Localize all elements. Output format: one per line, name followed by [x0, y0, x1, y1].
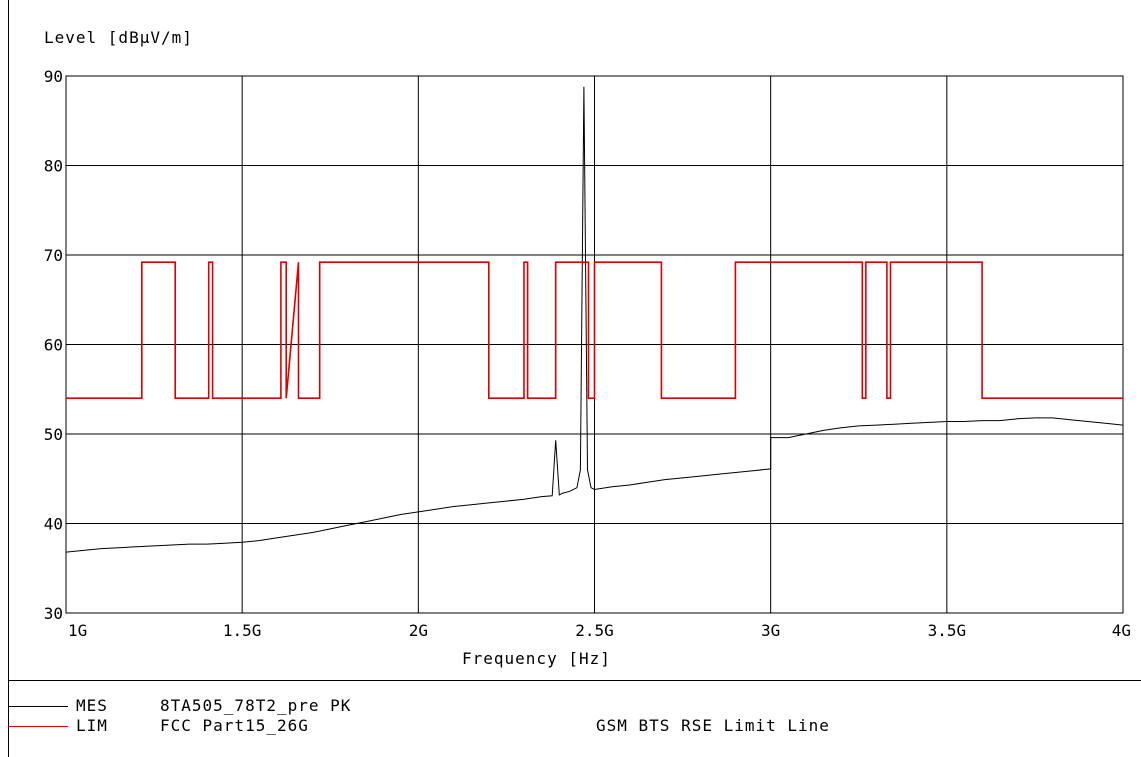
- x-axis-label: Frequency [Hz]: [462, 649, 611, 668]
- x-tick-label-1: 1.5G: [223, 621, 262, 640]
- legend-text-lim: FCC Part15_26G: [160, 716, 309, 735]
- x-tick-label-0: 1G: [68, 621, 87, 640]
- y-tick-label-0: 30: [44, 604, 63, 623]
- legend-key-mes: MES: [76, 696, 108, 715]
- y-tick-label-1: 40: [44, 515, 63, 534]
- legend-text-mes: 8TA505_78T2_pre PK: [160, 696, 352, 715]
- y-tick-label-3: 60: [44, 336, 63, 355]
- x-tick-label-5: 3.5G: [928, 621, 967, 640]
- series-line-mes: [65, 86, 1124, 553]
- x-tick-label-4: 3G: [761, 621, 780, 640]
- y-tick-label-2: 50: [44, 425, 63, 444]
- legend-line-mes: [8, 706, 68, 707]
- legend-line-lim: [8, 726, 68, 727]
- series-line-lim: [66, 261, 1123, 399]
- x-tick-label-6: 4G: [1112, 621, 1131, 640]
- chart-plot: 30 40 50 60 70 80 90 1G 1.5G 2G 2.5G 3G 3.5G 4G: [44, 67, 1131, 640]
- legend-divider: [8, 680, 1141, 681]
- y-tick-label-5: 80: [44, 157, 63, 176]
- x-tick-label-3: 2.5G: [575, 621, 614, 640]
- y-tick-label-6: 90: [44, 67, 63, 86]
- y-axis-label: Level [dBµV/m]: [44, 28, 193, 47]
- chart-frame: [8, 0, 1141, 757]
- legend-key-lim: LIM: [76, 716, 108, 735]
- x-tick-label-2: 2G: [409, 621, 428, 640]
- legend-extra-lim: GSM BTS RSE Limit Line: [596, 716, 830, 735]
- y-tick-label-4: 70: [44, 246, 63, 265]
